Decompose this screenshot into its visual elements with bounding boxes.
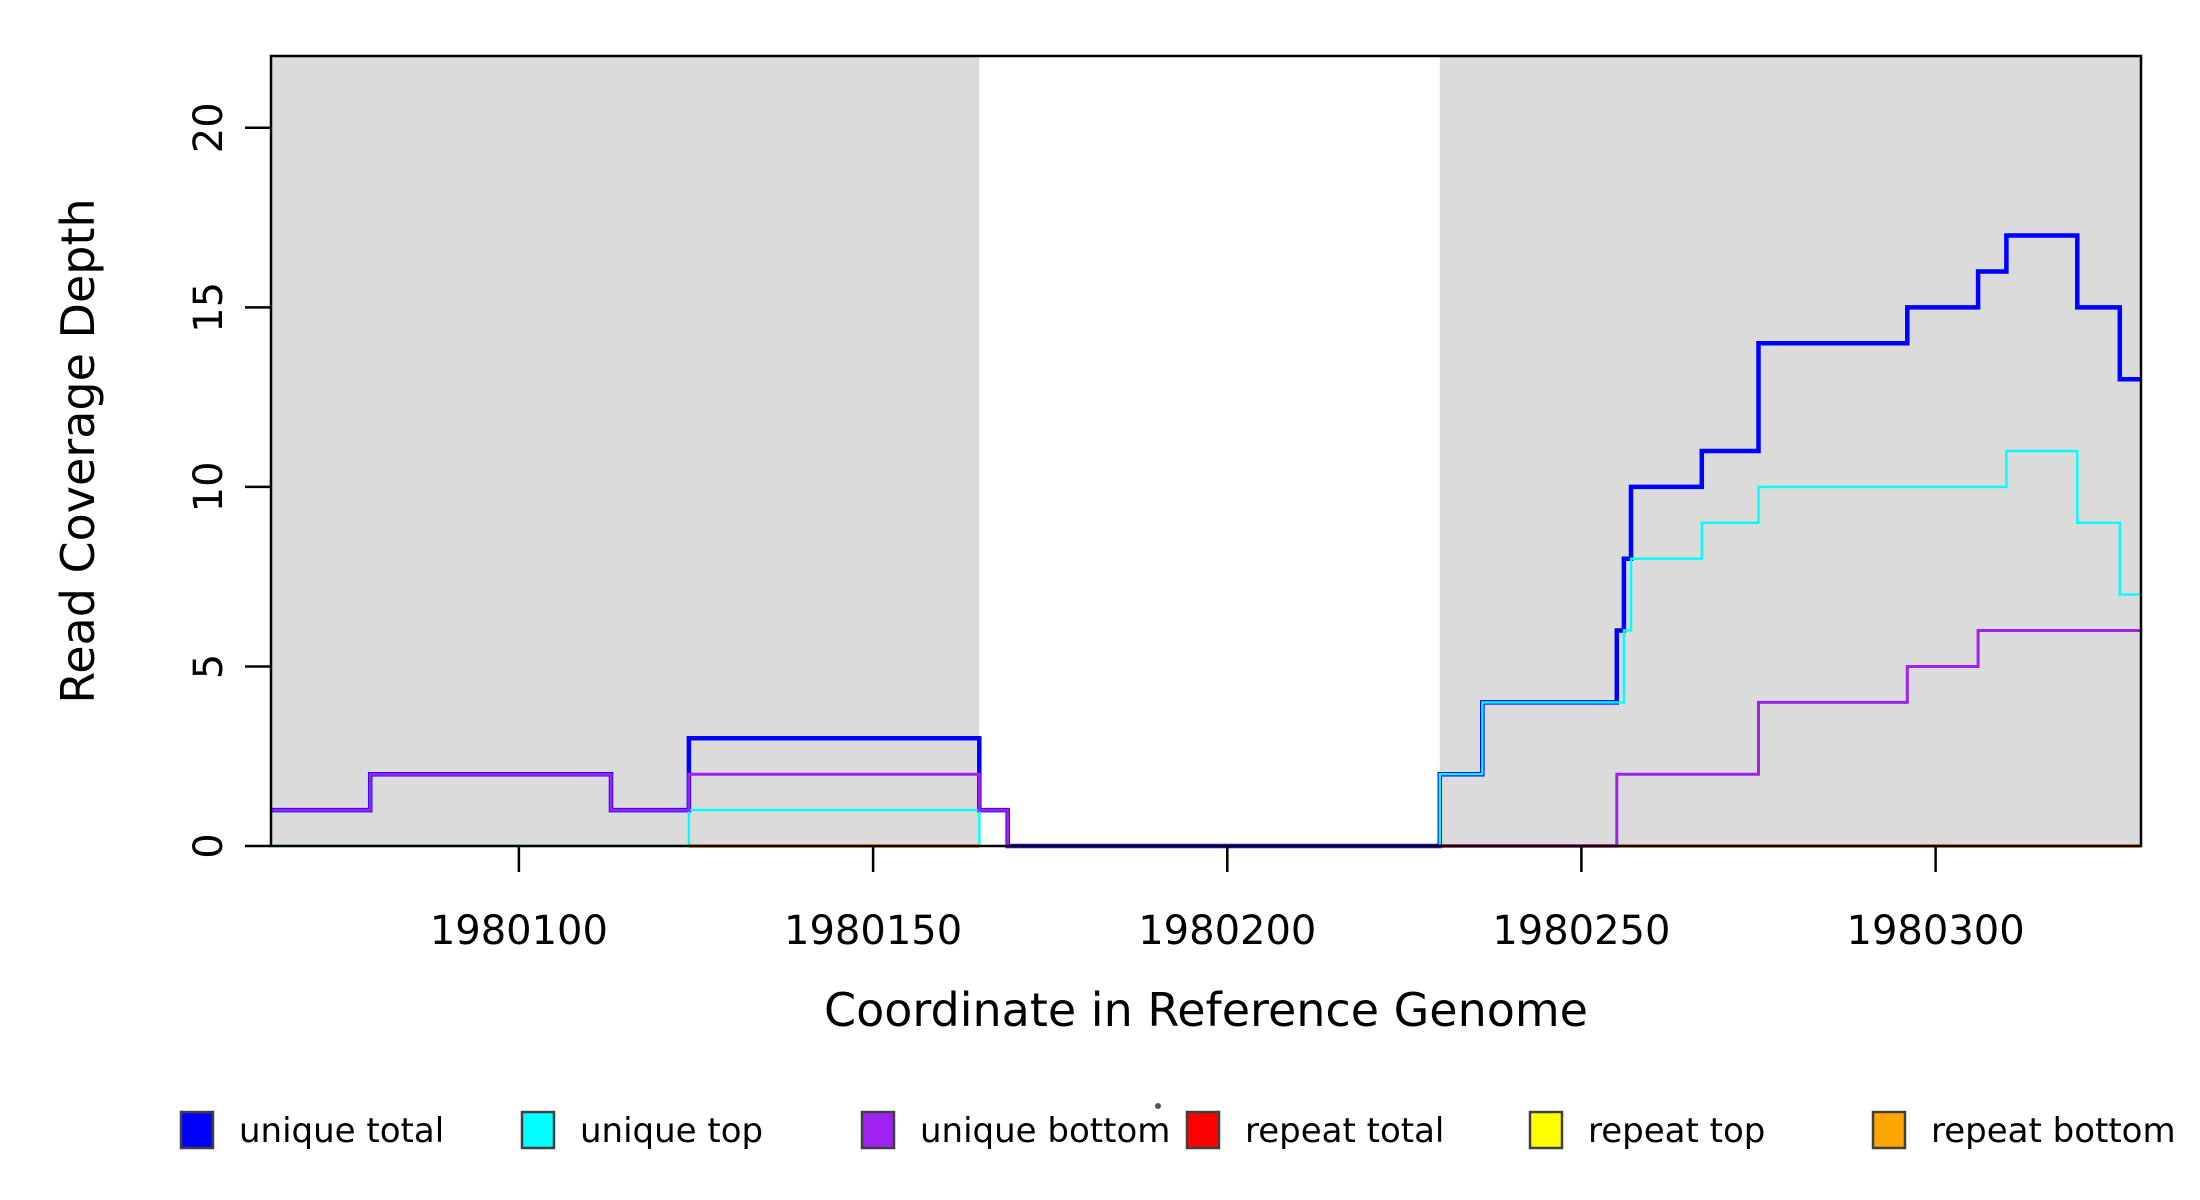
stray-mark [1155,1103,1161,1109]
x-tick-label: 1980200 [1138,908,1316,954]
legend-item-repeat-top: repeat top [1528,1110,1765,1151]
shaded-regions [271,56,2142,846]
legend-item-repeat-bottom: repeat bottom [1871,1110,2176,1151]
legend-item-unique-total: unique total [179,1110,444,1151]
legend-label: repeat bottom [1931,1111,2176,1151]
legend-label: unique total [239,1111,444,1151]
legend-label: unique top [580,1111,763,1151]
legend-item-repeat-total: repeat total [1185,1110,1444,1151]
legend-item-unique-bottom: unique bottom [860,1110,1170,1151]
legend-label: unique bottom [920,1111,1170,1151]
y-tick-label: 20 [186,102,232,153]
x-tick-label: 1980300 [1847,908,2025,954]
y-tick-label: 15 [186,282,232,333]
legend: unique total unique top unique bottom repea… [179,1110,2176,1151]
plot-box [269,54,2143,848]
y-axis-title: Read Coverage Depth [51,198,105,703]
legend-swatch-unique-bottom-icon [860,1110,896,1150]
y-tick-label: 10 [186,461,232,512]
legend-swatch-repeat-bottom-icon [1871,1110,1907,1150]
legend-item-unique-top: unique top [520,1110,763,1151]
legend-swatch-repeat-total-icon [1185,1110,1221,1150]
x-axis-title: Coordinate in Reference Genome [824,983,1588,1037]
axes: 1980100 1980150 1980200 1980250 1980300 0 5 10 1… [186,54,2143,954]
series-unique-total [271,233,2141,849]
series-unique-bottom [271,629,2141,848]
x-tick-label: 1980100 [430,908,608,954]
legend-swatch-unique-top-icon [520,1110,556,1150]
y-tick-label: 0 [186,833,232,858]
x-tick-label: 1980250 [1492,908,1670,954]
y-tick-label: 5 [186,654,232,679]
legend-label: repeat total [1245,1111,1444,1151]
x-tick-label: 1980150 [784,908,962,954]
shaded-region [271,56,980,846]
legend-swatch-unique-total-icon [179,1110,215,1150]
legend-swatch-repeat-top-icon [1528,1110,1564,1150]
series-unique-top [1438,449,2141,846]
legend-label: repeat top [1588,1111,1765,1151]
